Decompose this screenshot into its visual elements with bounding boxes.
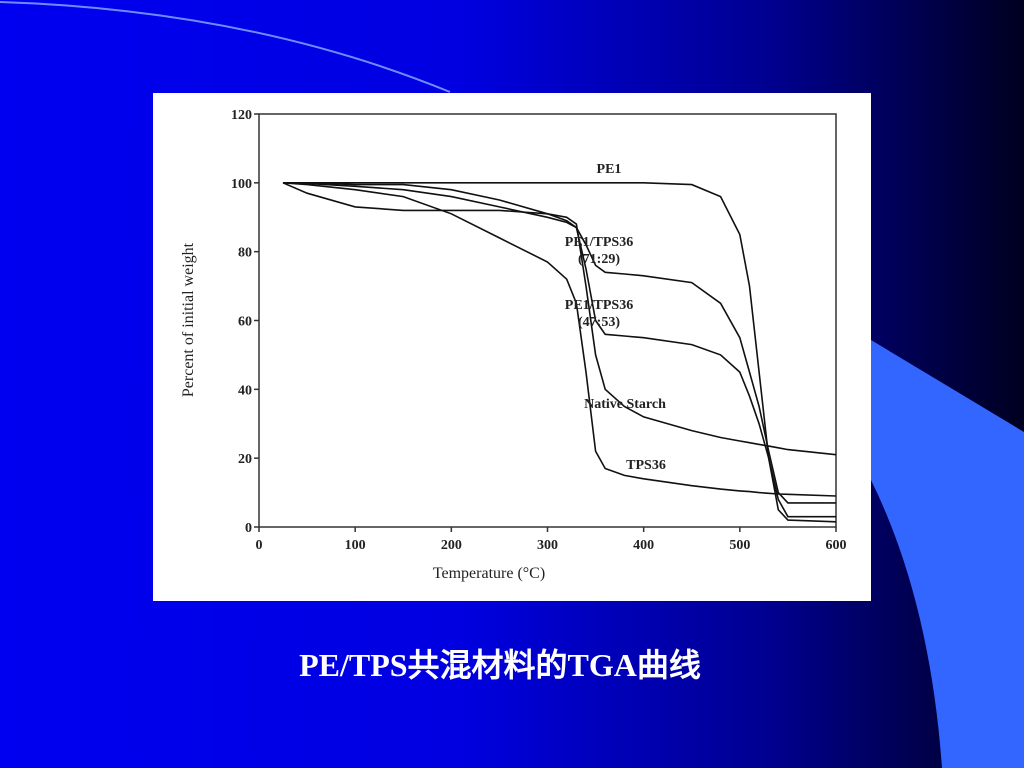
x-tick-label: 600 — [826, 538, 847, 553]
chart-panel: Temperature (°C) Percent of initial weig… — [153, 93, 871, 601]
y-tick-label: 0 — [245, 521, 252, 536]
y-tick-label: 80 — [238, 246, 252, 261]
series-label: PE1/TPS36 (47:53) — [564, 298, 634, 330]
x-axis-label: Temperature (°C) — [433, 565, 545, 582]
series-label: Native Starch — [584, 397, 666, 412]
caption: PE/TPS共混材料的TGA曲线 — [299, 647, 701, 683]
y-tick-label: 20 — [238, 452, 252, 467]
x-tick-label: 500 — [729, 538, 750, 553]
data-line — [283, 182, 836, 504]
data-line — [283, 182, 837, 523]
decor-shape — [871, 340, 1024, 768]
y-tick-label: 40 — [238, 383, 252, 398]
data-line — [282, 182, 836, 518]
x-tick-label: 0 — [256, 538, 263, 553]
series-label: PE1 — [596, 162, 622, 177]
series-label: PE1/TPS36 (71:29) — [564, 235, 634, 267]
series-label: TPS36 — [626, 458, 666, 473]
data-line — [282, 182, 837, 497]
data-line — [282, 182, 837, 456]
x-tick-label: 100 — [345, 538, 366, 553]
y-tick-label: 120 — [231, 108, 252, 123]
y-tick-label: 60 — [238, 315, 252, 330]
x-tick-label: 300 — [537, 538, 558, 553]
y-tick-label: 100 — [231, 177, 252, 192]
x-tick-label: 200 — [441, 538, 462, 553]
decor-arc — [0, 1, 451, 93]
y-axis-label: Percent of initial weight — [180, 242, 197, 397]
x-tick-label: 400 — [633, 538, 654, 553]
chart: Temperature (°C) Percent of initial weig… — [180, 108, 847, 582]
